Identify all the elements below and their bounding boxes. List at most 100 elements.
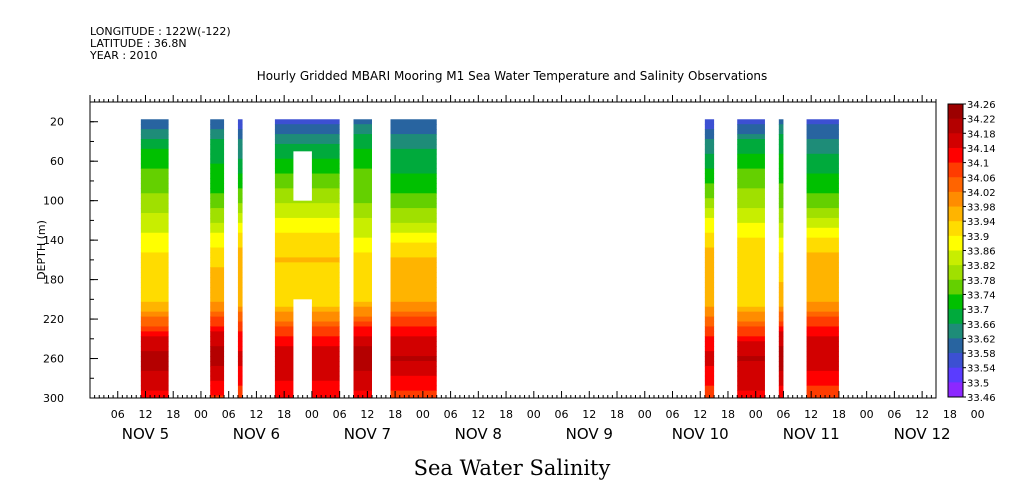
heatmap-cell [778, 272, 784, 278]
heatmap-cell [274, 237, 340, 244]
heatmap-cell [778, 232, 784, 239]
heatmap-cell [806, 217, 839, 224]
heatmap-cell [390, 346, 437, 352]
heatmap-cell [390, 227, 437, 234]
x-tick-label: 06 [887, 408, 901, 421]
heatmap-cell [237, 143, 243, 150]
heatmap-cell [390, 277, 437, 283]
heatmap-cell [704, 390, 715, 397]
heatmap-cell [237, 380, 243, 387]
heatmap-cell [353, 183, 372, 189]
heatmap-cell [806, 282, 839, 288]
heatmap-cell [704, 168, 715, 175]
x-tick-label: 00 [971, 408, 985, 421]
x-tick-label: 06 [111, 408, 125, 421]
heatmap-cell [390, 173, 437, 179]
heatmap-cell [806, 222, 839, 229]
colorbar-label: 33.94 [967, 217, 996, 228]
heatmap-cell [140, 375, 169, 382]
heatmap-cell [237, 153, 243, 160]
heatmap-cell [704, 247, 715, 253]
heatmap-cell [704, 267, 715, 273]
y-tick-label: 60 [50, 155, 64, 168]
x-tick-label: 18 [166, 408, 180, 421]
heatmap-cell [806, 272, 839, 278]
heatmap-cell [353, 361, 372, 367]
x-tick-label: 18 [388, 408, 402, 421]
heatmap-cell [806, 203, 839, 209]
heatmap-cell [353, 385, 372, 392]
heatmap-cell [140, 361, 169, 367]
colorbar-label: 33.66 [967, 320, 996, 331]
heatmap-cell [353, 173, 372, 179]
heatmap-cell [237, 365, 243, 372]
heatmap-cell [778, 301, 784, 308]
heatmap-cell [704, 153, 715, 160]
colorbar-swatch [948, 367, 963, 383]
heatmap-cell [737, 222, 765, 229]
heatmap-cell [210, 148, 225, 155]
heatmap-cell [140, 134, 169, 140]
x-day-label: NOV 5 [122, 425, 169, 443]
heatmap-cell [778, 213, 784, 219]
heatmap-cell [778, 148, 784, 155]
heatmap-cell [353, 208, 372, 214]
heatmap-cell [390, 375, 437, 382]
heatmap-cell [778, 168, 784, 175]
heatmap-cell [806, 351, 839, 357]
heatmap-cell [353, 198, 372, 204]
heatmap-cell [778, 124, 784, 130]
heatmap-cell [778, 119, 784, 125]
x-axis: 06 12 18 00 06 12 18 00 06 12 18 00 06 12 18 00 06 12 18 00… [89, 95, 985, 421]
colorbar-label: 34.1 [967, 159, 989, 170]
heatmap-cell [210, 385, 225, 392]
heatmap-cell [140, 380, 169, 387]
heatmap-cell [140, 193, 169, 199]
x-tick-label: 00 [860, 408, 874, 421]
colorbar-label: 33.78 [967, 276, 996, 287]
heatmap-cell [210, 326, 225, 332]
heatmap-cell [778, 296, 784, 303]
heatmap-cell [704, 351, 715, 357]
heatmap-cell [353, 282, 372, 288]
heatmap-cell [390, 257, 437, 263]
heatmap-cell [274, 257, 340, 263]
x-tick-label: 06 [333, 408, 347, 421]
heatmap-cell [274, 217, 340, 224]
heatmap-cell [210, 213, 225, 219]
heatmap-cell [140, 267, 169, 273]
heatmap-cell [353, 148, 372, 155]
colorbar-swatch [948, 323, 963, 339]
heatmap-cell [274, 287, 340, 293]
heatmap-cell [778, 143, 784, 150]
heatmap-cell [806, 119, 839, 125]
heatmap-cell [390, 306, 437, 313]
heatmap-cell [274, 129, 340, 135]
heatmap-cell [210, 208, 225, 214]
chart-title: Hourly Gridded MBARI Mooring M1 Sea Wate… [257, 69, 768, 83]
heatmap-cell [210, 227, 225, 234]
heatmap-cell [140, 296, 169, 303]
heatmap-cell [353, 370, 372, 377]
heatmap-cell [778, 385, 784, 392]
heatmap-cell [737, 311, 765, 318]
heatmap-cell [704, 306, 715, 313]
x-tick-label: 12 [693, 408, 707, 421]
heatmap-cell [237, 183, 243, 189]
heatmap-cell [210, 168, 225, 175]
heatmap-cell [704, 193, 715, 199]
heatmap-cell [140, 247, 169, 253]
x-tick-label: 00 [416, 408, 430, 421]
heatmap-cell [237, 173, 243, 179]
heatmap-cell [140, 198, 169, 204]
heatmap-cell [210, 139, 225, 145]
heatmap-cell [704, 331, 715, 337]
heatmap-cell [737, 168, 765, 175]
heatmap-cell [704, 326, 715, 332]
heatmap-cell [704, 262, 715, 268]
heatmap-cell [778, 380, 784, 387]
x-tick-label: 12 [471, 408, 485, 421]
heatmap-cell [704, 316, 715, 323]
heatmap-cell [237, 341, 243, 347]
heatmap-cell [140, 365, 169, 372]
